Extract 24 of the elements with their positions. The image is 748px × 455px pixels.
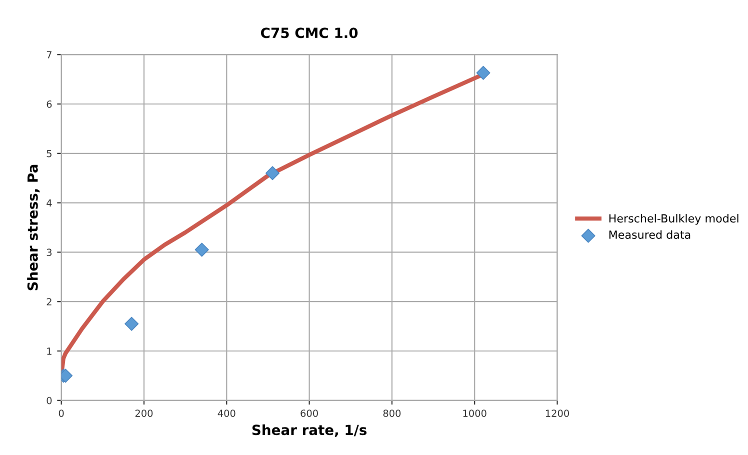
y-tick-label: 2 — [46, 298, 52, 306]
x-tick-label: 400 — [218, 410, 236, 417]
y-tick-label: 5 — [46, 150, 52, 158]
point — [476, 66, 490, 80]
x-tick-label: 800 — [383, 410, 401, 417]
legend-label: Herschel-Bulkley model — [609, 214, 738, 225]
point — [266, 166, 280, 180]
x-tick-label: 1200 — [546, 410, 569, 417]
x-tick-label: 0 — [58, 410, 64, 417]
chart-title: C75 CMC 1.0 — [260, 28, 358, 38]
legend-label: Measured data — [609, 230, 690, 239]
x-tick-label: 600 — [300, 410, 318, 417]
y-tick-label: 7 — [46, 51, 52, 58]
y-tick-label: 1 — [47, 348, 52, 355]
y-axis-title: Shear stress, Pa — [27, 164, 40, 290]
x-axis-title: Shear rate, 1/s — [252, 424, 367, 437]
point — [194, 242, 209, 257]
x-tick-label: 200 — [135, 410, 153, 417]
y-tick-label: 0 — [46, 396, 52, 404]
y-tick-label: 3 — [46, 248, 52, 256]
y-tick-label: 6 — [46, 100, 52, 108]
x-tick-label: 1000 — [463, 410, 486, 417]
y-tick-label: 4 — [46, 199, 52, 206]
point — [124, 316, 139, 331]
